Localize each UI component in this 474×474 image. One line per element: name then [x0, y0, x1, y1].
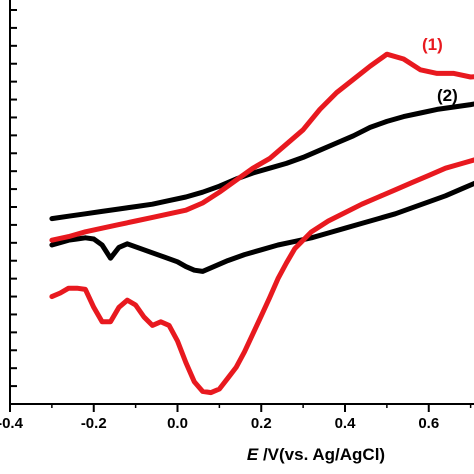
x-tick-label: 0.0: [167, 415, 188, 432]
plot-frame: [9, 0, 474, 405]
x-tick-label: 0.6: [418, 415, 439, 432]
series-label-2: (2): [437, 86, 458, 105]
x-tick-label: 0.4: [335, 415, 357, 432]
x-tick-label: -0.4: [0, 415, 24, 432]
series-label-1: (1): [422, 35, 443, 54]
x-tick-label: -0.2: [81, 415, 107, 432]
x-axis-title-italic: E: [247, 445, 259, 464]
tick-layer: -0.4 -0.2 0.0 0.2 0.4 0.6: [0, 9, 472, 432]
series-layer: [49, 51, 474, 396]
series-line-2: [49, 101, 474, 274]
x-tick-label: 0.2: [251, 415, 272, 432]
x-axis-title-rest: /V(vs. Ag/AgCl): [258, 445, 385, 464]
x-axis-title: E /V(vs. Ag/AgCl): [247, 445, 385, 464]
series-line-1: [49, 51, 474, 396]
